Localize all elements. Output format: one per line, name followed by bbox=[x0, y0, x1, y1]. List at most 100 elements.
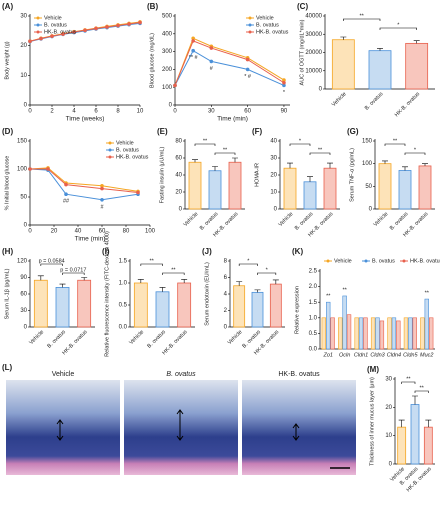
legend-marker bbox=[248, 16, 252, 20]
x-tick-label: 80 bbox=[123, 229, 130, 235]
y-tick-label: 40 bbox=[270, 139, 277, 145]
error-bar bbox=[327, 162, 333, 169]
x-tick-label: 0 bbox=[173, 109, 177, 115]
legend-marker bbox=[402, 259, 406, 263]
legend-marker bbox=[108, 155, 112, 159]
panel-label: (D) bbox=[2, 127, 13, 136]
legend-label: HK-B. ovatus bbox=[410, 258, 440, 264]
error-bar bbox=[192, 159, 198, 163]
legend-marker bbox=[248, 30, 252, 34]
point bbox=[136, 190, 140, 195]
bracket bbox=[257, 272, 277, 275]
legend-label: HK-B. ovatus bbox=[44, 29, 77, 35]
panel-label: (G) bbox=[347, 127, 359, 136]
point bbox=[100, 186, 104, 191]
point bbox=[64, 182, 68, 187]
x-tick-label: Vehicle bbox=[278, 211, 295, 228]
x-tick-label: 30 bbox=[208, 109, 215, 115]
y-tick-label: 90 bbox=[20, 275, 27, 281]
bar bbox=[398, 170, 412, 210]
bracket bbox=[414, 390, 429, 393]
point bbox=[50, 34, 54, 38]
bracket bbox=[309, 152, 331, 155]
y-tick-label: 20000 bbox=[305, 50, 322, 56]
point bbox=[39, 36, 43, 41]
panel-label: (C) bbox=[297, 2, 308, 11]
y-axis-label: Serum IL-1β (pg/mL) bbox=[4, 268, 10, 319]
significance: * bbox=[414, 147, 417, 153]
y-tick-label: 0.5 bbox=[309, 331, 318, 337]
x-tick-label: 0 bbox=[28, 109, 32, 115]
point bbox=[191, 36, 195, 41]
y-axis-label: HOMA-IR bbox=[254, 163, 260, 187]
y-tick-label: 200 bbox=[162, 67, 173, 73]
legend-marker bbox=[36, 16, 40, 20]
histology-images bbox=[6, 380, 356, 475]
significance: ** bbox=[360, 13, 365, 19]
significance: p = 0.0717 bbox=[60, 267, 86, 273]
bar bbox=[55, 286, 70, 328]
annotation: ** bbox=[343, 287, 348, 293]
error-bar bbox=[159, 287, 166, 292]
y-tick-label: 40 bbox=[175, 173, 182, 179]
y-tick-label: 100 bbox=[17, 167, 28, 173]
legend-marker bbox=[108, 141, 112, 145]
bar bbox=[418, 165, 432, 210]
error-bar bbox=[232, 157, 238, 163]
legend-marker bbox=[36, 30, 40, 34]
image bbox=[6, 380, 120, 475]
point bbox=[245, 57, 250, 62]
bar bbox=[396, 320, 401, 350]
image-title: HK-B. ovatus bbox=[278, 371, 320, 378]
bracket bbox=[238, 263, 258, 266]
error-bar bbox=[425, 419, 432, 428]
legend-label: B. ovatus bbox=[372, 258, 395, 264]
legend-label: Vehicle bbox=[44, 15, 62, 21]
bar bbox=[408, 317, 413, 350]
bar bbox=[428, 317, 434, 350]
point bbox=[191, 39, 195, 43]
panel-label: (I) bbox=[102, 247, 110, 256]
y-tick-label: 500 bbox=[162, 14, 173, 20]
x-tick-label: Vehicle bbox=[331, 91, 348, 108]
bracket bbox=[40, 263, 63, 266]
bar bbox=[321, 317, 327, 350]
bar bbox=[33, 279, 48, 328]
y-tick-label: 2.5 bbox=[309, 269, 318, 275]
y-tick-label: 60 bbox=[20, 292, 27, 298]
point bbox=[105, 25, 109, 29]
x-axis-label: Time (weeks) bbox=[66, 116, 105, 123]
y-tick-label: 0 bbox=[389, 462, 393, 468]
annotation: * # bbox=[244, 74, 252, 80]
legend-marker bbox=[326, 259, 330, 263]
bar bbox=[331, 39, 355, 90]
x-tick-label: B. ovatus bbox=[46, 329, 67, 350]
significance: * bbox=[397, 22, 400, 28]
y-tick-label: 10 bbox=[385, 433, 392, 439]
bar bbox=[177, 282, 192, 328]
x-tick-label: 4 bbox=[72, 109, 76, 115]
y-tick-label: 10 bbox=[270, 190, 277, 196]
x-tick-label: 40 bbox=[75, 229, 82, 235]
error-bar bbox=[422, 163, 428, 166]
point bbox=[72, 30, 76, 34]
legend-label: B. ovatus bbox=[44, 22, 67, 28]
panel-label: (M) bbox=[367, 365, 379, 374]
point bbox=[28, 39, 32, 44]
panel-label: (B) bbox=[147, 2, 158, 11]
bar bbox=[133, 282, 148, 328]
y-tick-label: 0.5 bbox=[119, 303, 128, 309]
y-axis-label: AUC of OGTT (mg/dL*min) bbox=[299, 19, 305, 85]
x-tick-label: 10 bbox=[137, 109, 144, 115]
panel-label: (H) bbox=[2, 247, 13, 256]
y-axis-label: Thickness of inner mucus layer (μm) bbox=[369, 377, 375, 466]
significance: * bbox=[247, 258, 250, 264]
y-tick-label: 100 bbox=[162, 85, 173, 91]
x-tick-label: 2 bbox=[50, 109, 54, 115]
x-tick-label: B. ovatus bbox=[146, 329, 167, 350]
y-tick-label: 0 bbox=[369, 207, 373, 213]
y-axis-label: Relative expression bbox=[294, 286, 300, 334]
error-bar bbox=[307, 176, 313, 182]
bar bbox=[410, 404, 420, 465]
